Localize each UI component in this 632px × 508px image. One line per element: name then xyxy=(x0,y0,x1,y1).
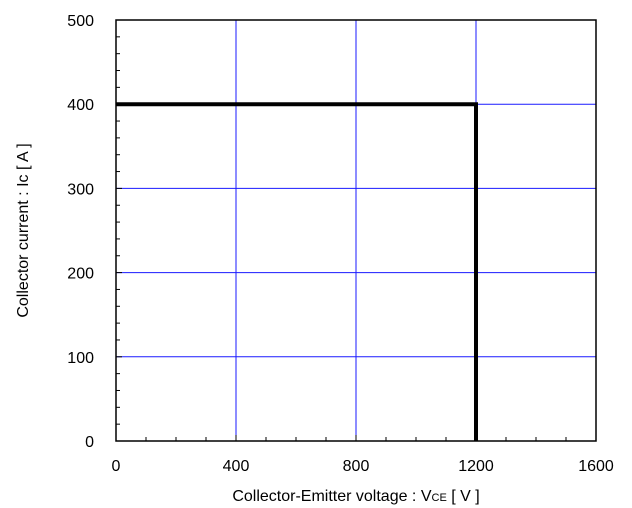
x-tick-labels: 0 400 800 1200 1600 xyxy=(112,458,614,475)
series-layer xyxy=(116,102,478,441)
plot-frame xyxy=(115,19,597,442)
grid-lines xyxy=(116,20,596,441)
y-tick-label: 400 xyxy=(67,97,94,114)
minor-ticks xyxy=(116,36,567,441)
x-tick-label: 0 xyxy=(112,458,121,475)
x-axis-label-subscript: CE xyxy=(432,492,447,504)
rbsoa-boundary-line xyxy=(116,102,478,441)
y-tick-label: 300 xyxy=(67,181,94,198)
y-tick-label: 100 xyxy=(67,350,94,367)
y-axis-label: Collector current : Ic [ A ] xyxy=(15,143,32,317)
x-axis-label-unit: [ V ] xyxy=(447,488,480,505)
y-tick-label: 0 xyxy=(85,434,94,451)
x-tick-label: 400 xyxy=(223,458,250,475)
y-tick-labels: 0 100 200 300 400 500 xyxy=(67,13,94,451)
x-tick-label: 1600 xyxy=(578,458,614,475)
x-axis-label-main: Collector-Emitter voltage : V xyxy=(232,488,432,505)
x-tick-label: 800 xyxy=(343,458,370,475)
y-tick-label: 200 xyxy=(67,266,94,283)
x-tick-label: 1200 xyxy=(458,458,494,475)
y-tick-label: 500 xyxy=(67,13,94,30)
x-axis-label: Collector-Emitter voltage : VCE [ V ] xyxy=(232,488,479,505)
